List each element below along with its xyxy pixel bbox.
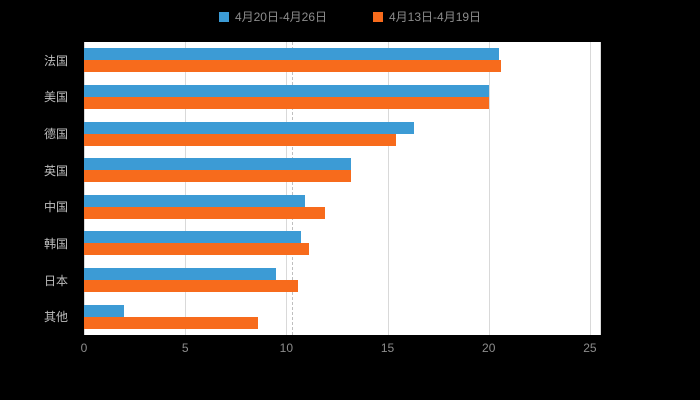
gridline: [387, 42, 389, 335]
y-axis-label: 英国: [43, 163, 68, 178]
x-axis-tick-label: 5: [181, 341, 189, 355]
bar-category3-series2: [84, 133, 396, 146]
bar-category2-series2: [84, 96, 489, 109]
bar-category5-series1: [84, 194, 305, 207]
bar-category7-series1: [84, 268, 277, 281]
bar-category4-series2: [84, 170, 352, 183]
bar-category5-series2: [84, 206, 325, 219]
y-axis-label: 韩国: [43, 236, 68, 251]
series1-swatch-icon: [218, 11, 229, 22]
bar-group: [84, 115, 600, 152]
series2-swatch-icon: [373, 11, 383, 22]
reference-line: [292, 42, 294, 335]
legend-item-series2: 4月13日-4月19日: [373, 8, 481, 25]
legend-label-series2: 4月13日-4月19日: [389, 10, 482, 24]
bar-category3-series1: [84, 121, 414, 134]
x-axis-ticks: 0 5 10 15 20 25: [80, 341, 600, 357]
bar-group: [84, 79, 600, 116]
bar-group: [84, 42, 600, 79]
bar-category1-series2: [84, 60, 501, 73]
bar-group: [84, 152, 600, 189]
gridline: [488, 42, 490, 335]
legend-item-series1: 4月20日-4月26日: [218, 8, 327, 25]
bar-category4-series1: [84, 158, 352, 171]
x-axis-tick-label: 25: [583, 341, 597, 355]
bar-group: [84, 262, 600, 299]
y-axis-label: 德国: [43, 127, 68, 142]
gridline: [185, 42, 187, 335]
y-axis-label: 其他: [43, 310, 68, 325]
x-axis-tick-label: 10: [279, 341, 294, 355]
y-axis-label: 美国: [43, 90, 68, 105]
plot-area: [84, 42, 601, 335]
bar-group: [84, 298, 600, 335]
gridline: [589, 42, 591, 335]
bar-category7-series2: [84, 280, 299, 293]
x-axis-tick-label: 0: [80, 341, 88, 355]
bar-category1-series1: [84, 48, 499, 61]
y-axis-label: 日本: [43, 273, 68, 288]
bar-category8-series2: [84, 316, 259, 329]
chart-legend: 4月20日-4月26日 4月13日-4月19日: [0, 8, 700, 25]
x-axis-tick-label: 15: [380, 341, 395, 355]
gridline: [286, 42, 288, 335]
bars-layer: [84, 42, 600, 335]
y-axis-labels: 法国美国德国英国中国韩国日本其他: [0, 42, 76, 335]
bar-group: [84, 189, 600, 226]
bar-category8-series1: [84, 304, 125, 317]
x-axis-tick-label: 20: [482, 341, 496, 355]
bar-group: [84, 225, 600, 262]
bar-category2-series1: [84, 84, 489, 97]
gridline: [84, 42, 85, 335]
y-axis-label: 法国: [43, 53, 68, 68]
legend-label-series1: 4月20日-4月26日: [234, 10, 327, 24]
y-axis-label: 中国: [43, 200, 68, 215]
bar-category6-series2: [84, 243, 309, 256]
bar-category6-series1: [84, 231, 301, 244]
